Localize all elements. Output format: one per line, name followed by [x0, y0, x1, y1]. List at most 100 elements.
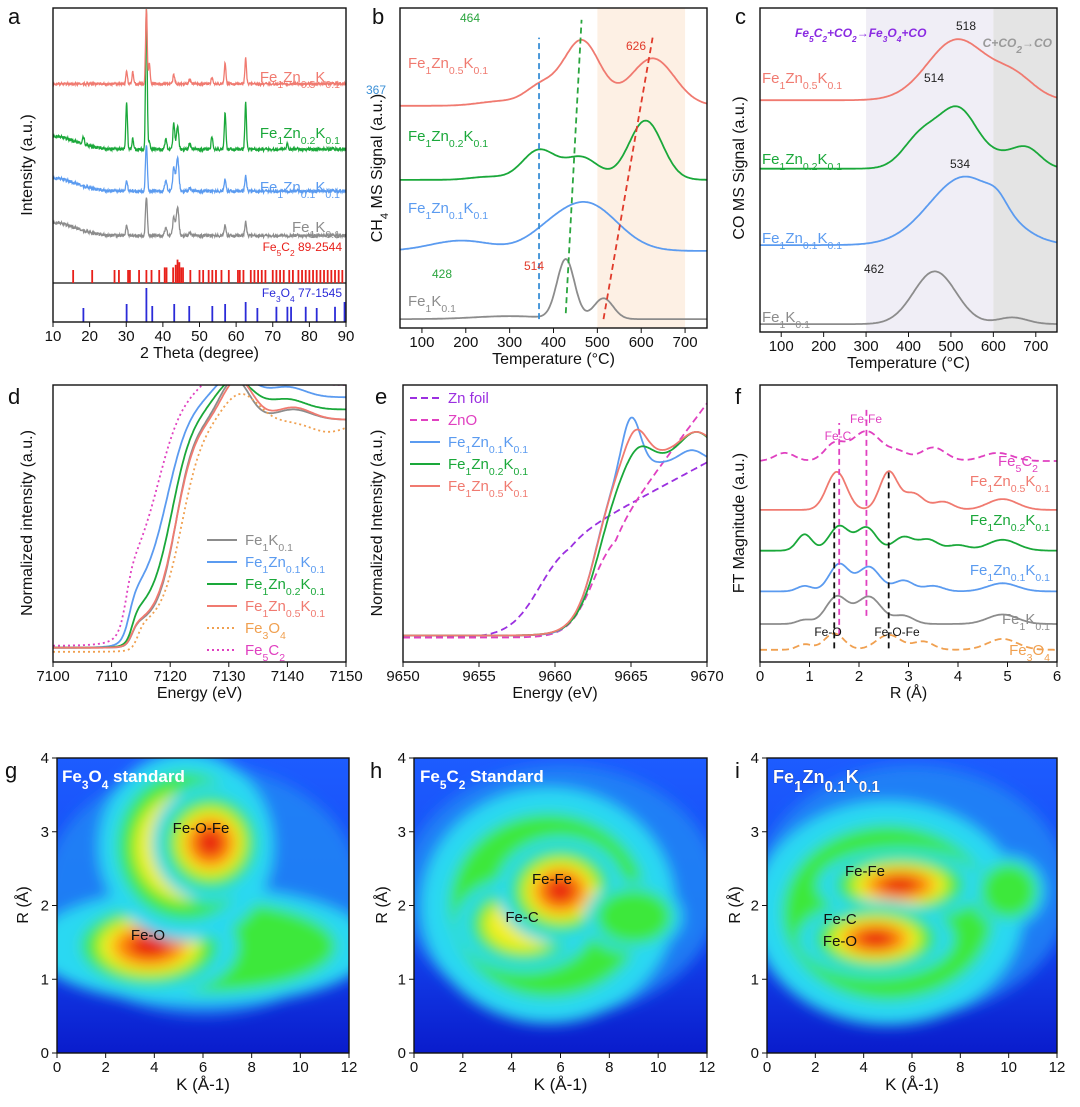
- reference-label: Fe3O4 77-1545: [262, 286, 342, 304]
- legend-label: Zn foil: [448, 390, 489, 407]
- y-tick-label: 0: [41, 1045, 49, 1062]
- series-line-3: [760, 38, 1057, 102]
- x-axis-title: K (Å-1): [885, 1075, 939, 1094]
- x-tick-label: 7110: [95, 668, 127, 685]
- x-tick-label: 5: [1003, 668, 1011, 685]
- y-tick-label: 0: [398, 1045, 406, 1062]
- x-tick-label: 1: [805, 668, 813, 685]
- series-line-1: [760, 175, 1057, 246]
- legend-item: Fe3O4: [207, 620, 286, 642]
- bond-label: Fe-C: [505, 909, 539, 926]
- x-axis-title: K (Å-1): [534, 1075, 588, 1094]
- x-axis-title: Temperature (°C): [492, 351, 615, 368]
- x-tick-label: 6: [556, 1059, 564, 1076]
- y-tick-label: 3: [751, 824, 759, 841]
- x-tick-label: 12: [341, 1059, 358, 1076]
- x-axis-title: 2 Theta (degree): [140, 345, 259, 362]
- y-tick-label: 2: [41, 898, 49, 915]
- x-tick-label: 400: [541, 334, 566, 351]
- series-line-3: [53, 8, 346, 88]
- reference-label: Fe5C2 89-2544: [263, 240, 343, 258]
- legend-label: Fe3O4: [245, 620, 286, 642]
- series-line-1: [400, 201, 707, 252]
- heatmap-blob-layer: [595, 888, 672, 945]
- series-line-2: [400, 119, 707, 181]
- y-axis-title: R (Å): [725, 886, 744, 923]
- y-tick-label: 4: [751, 750, 759, 767]
- x-axis-title: K (Å-1): [176, 1075, 230, 1094]
- series-label: Fe1K0.1: [292, 219, 340, 241]
- x-tick-label: 4: [150, 1059, 158, 1076]
- x-tick-label: 8: [956, 1059, 964, 1076]
- x-tick-label: 700: [673, 334, 698, 351]
- annotation: Fe-C: [825, 429, 852, 443]
- x-tick-label: 12: [699, 1059, 716, 1076]
- series-line-3: [53, 385, 346, 649]
- x-tick-label: 6: [1053, 668, 1061, 685]
- y-tick-label: 1: [41, 971, 49, 988]
- x-tick-label: 10: [292, 1059, 309, 1076]
- x-tick-label: 3: [904, 668, 912, 685]
- x-tick-label: 8: [605, 1059, 613, 1076]
- y-axis-title: R (Å): [13, 886, 32, 923]
- bond-label: Fe-O-Fe: [173, 820, 230, 837]
- heatmap: [414, 765, 707, 1024]
- annotation: Fe-Fe: [850, 412, 882, 426]
- x-tick-label: 2: [855, 668, 863, 685]
- x-tick-label: 90: [338, 328, 355, 345]
- y-tick-label: 4: [41, 750, 49, 767]
- legend-label: Fe5C2: [245, 642, 285, 664]
- y-axis-title: Intensity (a.u.): [19, 114, 36, 215]
- x-axis-title: R (Å): [890, 683, 927, 702]
- series-label: Fe1K0.1: [762, 309, 810, 331]
- series-line-2: [760, 105, 1057, 170]
- heatmap-blob-layer: [857, 929, 895, 948]
- annotation: 514: [524, 259, 544, 273]
- annotation: 514: [924, 71, 944, 85]
- series-line-3: [760, 524, 1057, 552]
- x-tick-label: 7150: [329, 668, 362, 685]
- annotation: Fe5C2+CO2→Fe3O4+CO: [795, 26, 927, 44]
- y-axis-title: CH4 MS Signal (a.u.): [369, 94, 391, 243]
- legend-label: Fe1Zn0.5K0.1: [448, 478, 528, 500]
- x-tick-label: 6: [199, 1059, 207, 1076]
- panel-letter: i: [735, 758, 740, 783]
- panel-letter: a: [8, 4, 21, 29]
- panel-letter: d: [8, 384, 20, 409]
- shaded-region: [993, 8, 1057, 332]
- x-tick-label: 500: [585, 334, 610, 351]
- annotation: Fe-O-Fe: [874, 625, 920, 639]
- x-tick-label: 20: [81, 328, 98, 345]
- series-line-1: [53, 145, 346, 196]
- series-label: Fe1Zn0.1K0.1: [260, 179, 340, 201]
- x-tick-label: 8: [247, 1059, 255, 1076]
- x-tick-label: 30: [118, 328, 135, 345]
- x-tick-label: 4: [859, 1059, 867, 1076]
- series-label: Fe5C2: [998, 453, 1038, 475]
- legend-label: ZnO: [448, 412, 477, 429]
- panel-c: 518514534462Fe5C2+CO2→Fe3O4+COC+CO2→COFe…: [731, 4, 1058, 372]
- panel-letter: c: [735, 4, 746, 29]
- legend-label: Fe1K0.1: [245, 532, 293, 554]
- annotation: 462: [864, 262, 884, 276]
- y-axis-title: R (Å): [372, 886, 391, 923]
- x-tick-label: 7120: [154, 668, 187, 685]
- x-tick-label: 60: [228, 328, 245, 345]
- legend-item: Fe1Zn0.2K0.1: [207, 576, 325, 598]
- series-label: Fe1Zn0.1K0.1: [970, 562, 1050, 584]
- series-label: Fe1Zn0.1K0.1: [408, 200, 488, 222]
- series-label: Fe3O4: [1009, 642, 1050, 664]
- heatmap-blob-layer: [880, 876, 920, 894]
- heatmap: [767, 765, 1057, 1025]
- y-tick-label: 1: [751, 971, 759, 988]
- y-tick-label: 0: [751, 1045, 759, 1062]
- x-tick-label: 0: [53, 1059, 61, 1076]
- panel-letter: f: [735, 384, 742, 409]
- guide-line: [564, 19, 583, 314]
- series-line-3: [400, 39, 707, 107]
- x-tick-label: 100: [769, 338, 794, 355]
- series-line-0: [760, 270, 1057, 325]
- legend-item: Fe1Zn0.1K0.1: [410, 434, 528, 456]
